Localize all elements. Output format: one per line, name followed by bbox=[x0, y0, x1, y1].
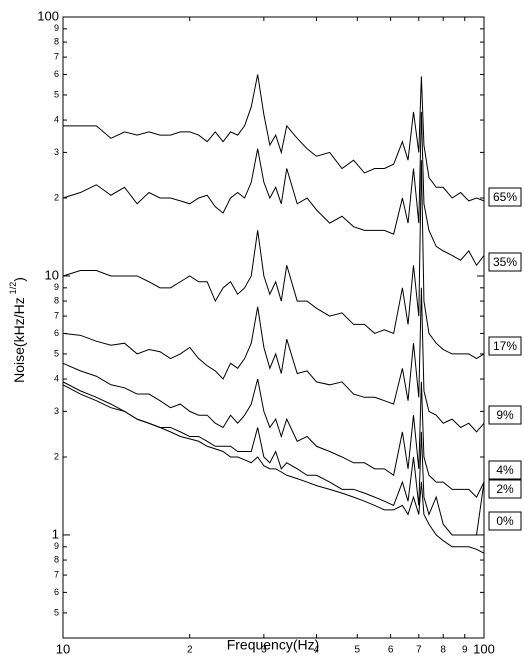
y-tick-label: 5 bbox=[54, 348, 59, 358]
y-tick-label: 3 bbox=[54, 406, 59, 416]
legend-label: 4% bbox=[496, 463, 514, 477]
series-line bbox=[62, 384, 485, 554]
y-tick-label: 6 bbox=[54, 69, 59, 79]
y-tick-label: 5 bbox=[54, 89, 59, 99]
y-tick-label: 7 bbox=[54, 569, 59, 579]
y-label-end: ) bbox=[11, 277, 27, 282]
legend-label: 17% bbox=[493, 339, 517, 353]
legend-label: 65% bbox=[493, 190, 517, 204]
series-line bbox=[62, 381, 485, 536]
y-tick-label: 9 bbox=[54, 541, 59, 551]
x-tick-label: 8 bbox=[440, 645, 446, 656]
y-tick-label: 6 bbox=[54, 328, 59, 338]
y-label-sup: 1/2 bbox=[8, 282, 18, 295]
legend-box bbox=[488, 336, 522, 356]
y-tick-label: 2 bbox=[54, 451, 59, 461]
y-tick-label: 1 bbox=[52, 526, 59, 541]
y-tick-label: 8 bbox=[54, 554, 59, 564]
y-tick-label: 3 bbox=[54, 147, 59, 157]
series-line bbox=[63, 74, 485, 202]
y-axis-label: Noise(kHz/Hz 1/2) bbox=[8, 277, 26, 383]
legend-label: 9% bbox=[496, 408, 514, 422]
x-tick-label: 3 bbox=[261, 645, 267, 656]
legend-box bbox=[488, 511, 522, 531]
series-line bbox=[62, 111, 485, 267]
y-tick-label: 8 bbox=[54, 36, 59, 46]
x-tick-label: 100 bbox=[473, 641, 495, 656]
legend-box bbox=[488, 187, 522, 207]
y-tick-label: 6 bbox=[54, 587, 59, 597]
x-tick-label: 7 bbox=[416, 645, 422, 656]
series-line bbox=[62, 287, 485, 433]
legend-box bbox=[488, 252, 522, 272]
y-tick-label: 4 bbox=[54, 114, 59, 124]
series-line bbox=[62, 362, 485, 498]
legend-box bbox=[488, 460, 522, 480]
y-tick-label: 7 bbox=[54, 310, 59, 320]
series-line bbox=[62, 160, 485, 360]
legend-box bbox=[488, 479, 522, 499]
y-tick-label: 8 bbox=[54, 295, 59, 305]
x-tick-label: 5 bbox=[354, 645, 360, 656]
legend-label: 35% bbox=[493, 255, 517, 269]
y-tick-label: 100 bbox=[37, 8, 59, 23]
x-tick-label: 6 bbox=[388, 645, 394, 656]
y-tick-label: 2 bbox=[54, 192, 59, 202]
y-tick-label: 10 bbox=[45, 267, 59, 282]
x-tick-label: 4 bbox=[314, 645, 320, 656]
y-label-main: Noise(kHz/Hz bbox=[11, 297, 27, 383]
x-tick-label: 2 bbox=[187, 645, 193, 656]
y-tick-label: 7 bbox=[54, 51, 59, 61]
legend-label: 0% bbox=[496, 514, 514, 528]
x-tick-label: 10 bbox=[56, 641, 70, 656]
y-tick-label: 9 bbox=[54, 282, 59, 292]
y-tick-label: 5 bbox=[54, 607, 59, 617]
y-tick-label: 4 bbox=[54, 373, 59, 383]
legend-label: 2% bbox=[496, 482, 514, 496]
legend-box bbox=[488, 405, 522, 425]
y-tick-label: 9 bbox=[54, 23, 59, 33]
plot-frame bbox=[62, 16, 485, 639]
x-tick-label: 9 bbox=[462, 645, 468, 656]
x-axis-label: Frequency(Hz) bbox=[227, 637, 320, 653]
